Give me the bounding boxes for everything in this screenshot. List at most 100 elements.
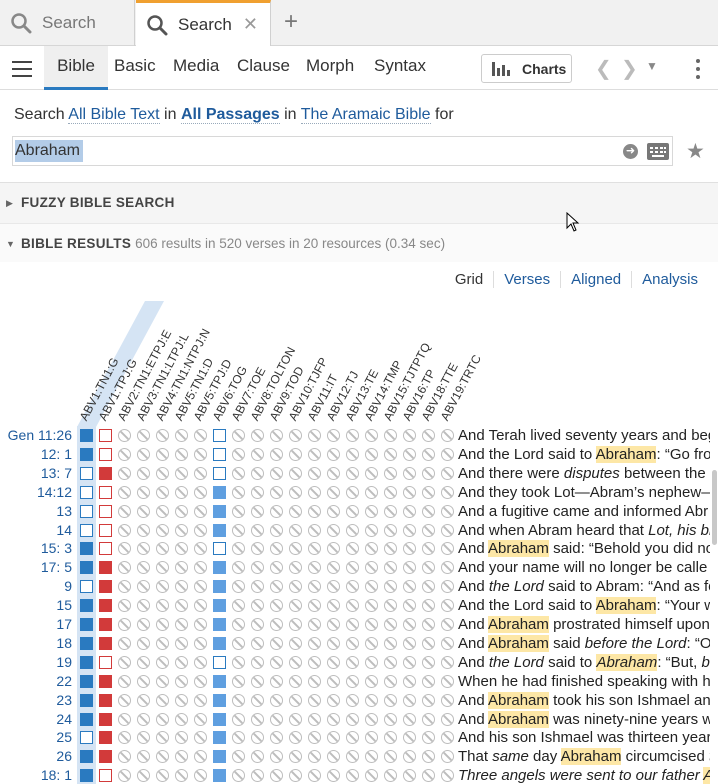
result-cell[interactable]: [80, 750, 93, 764]
result-cell[interactable]: [99, 429, 112, 442]
result-cell[interactable]: [80, 485, 93, 499]
result-cell[interactable]: [80, 674, 93, 688]
result-cell[interactable]: [99, 769, 112, 783]
verse-text[interactable]: And Abraham took his son Ishmael and: [458, 691, 710, 710]
result-cell[interactable]: [213, 693, 226, 707]
resource-link[interactable]: The Aramaic Bible: [300, 106, 431, 124]
verse-text[interactable]: And the Lord said to Abram: “And as fo: [458, 577, 710, 596]
view-verses[interactable]: Verses: [493, 271, 560, 288]
result-cell[interactable]: [80, 712, 93, 726]
result-cell[interactable]: [99, 523, 112, 537]
verse-reference[interactable]: 17: 5: [40, 559, 72, 576]
result-cell[interactable]: [99, 618, 112, 631]
verse-text[interactable]: That same day Abraham circumcised t: [458, 747, 710, 766]
result-cell[interactable]: [80, 523, 93, 537]
result-cell[interactable]: [213, 523, 226, 537]
verse-reference[interactable]: 12: 1: [40, 445, 72, 462]
result-cell[interactable]: [99, 750, 112, 764]
verse-reference[interactable]: Gen 11:26: [7, 427, 72, 443]
table-row[interactable]: 22 When he had finished speaking with h: [0, 671, 718, 691]
result-cell[interactable]: [99, 693, 112, 707]
verse-text[interactable]: And Abraham said before the Lord: “Oh: [458, 634, 710, 653]
passages-link[interactable]: All Passages: [180, 106, 280, 124]
verse-reference[interactable]: 17: [56, 616, 72, 632]
result-cell[interactable]: [99, 636, 112, 650]
verse-text[interactable]: And the Lord said to Abraham: “Your w: [458, 596, 710, 615]
result-cell[interactable]: [213, 674, 226, 688]
verse-text[interactable]: And his son Ishmael was thirteen years: [458, 728, 710, 747]
result-cell[interactable]: [99, 731, 112, 745]
verse-reference[interactable]: 9: [64, 578, 72, 595]
results-section-header[interactable]: ▼ BIBLE RESULTS 606 results in 520 verses…: [0, 224, 718, 262]
result-cell[interactable]: [213, 429, 226, 442]
result-cell[interactable]: [213, 731, 226, 745]
verse-reference[interactable]: 24: [56, 710, 72, 727]
table-row[interactable]: 14:12 And they took Lot—Abram’s nephew—: [0, 482, 718, 502]
table-row[interactable]: 9 And the Lord said to Abram: “And as fo: [0, 577, 718, 597]
verse-text[interactable]: Three angels were sent to our father Ab: [458, 766, 710, 784]
back-arrow-icon[interactable]: ❮: [595, 58, 612, 80]
result-cell[interactable]: [99, 504, 112, 518]
charts-button[interactable]: Charts: [481, 54, 572, 83]
result-cell[interactable]: [80, 693, 93, 707]
result-cell[interactable]: [80, 580, 93, 594]
verse-reference[interactable]: 14:12: [36, 483, 72, 500]
verse-text[interactable]: And there were disputes between the h: [458, 464, 710, 483]
verse-text[interactable]: And the Lord said to Abraham: “But, be: [458, 653, 710, 672]
verse-text[interactable]: And Abraham was ninety-nine years w: [458, 710, 710, 729]
tab-clause[interactable]: Clause: [237, 56, 290, 75]
result-cell[interactable]: [99, 580, 112, 594]
table-row[interactable]: 18: 1 Three angels were sent to our fathe…: [0, 766, 718, 784]
verse-reference[interactable]: 18: 1: [40, 767, 72, 784]
verse-text[interactable]: And Terah lived seventy years and beg: [458, 426, 710, 445]
forward-arrow-icon[interactable]: ❯: [621, 58, 638, 80]
result-cell[interactable]: [99, 542, 112, 556]
result-cell[interactable]: [213, 580, 226, 594]
result-cell[interactable]: [213, 485, 226, 499]
table-row[interactable]: 13 And a fugitive came and informed Abr: [0, 501, 718, 521]
view-aligned[interactable]: Aligned: [560, 271, 631, 288]
verse-reference[interactable]: 18: [56, 634, 72, 651]
table-row[interactable]: 26 That same day Abraham circumcised t: [0, 747, 718, 767]
star-icon[interactable]: ★: [686, 140, 705, 163]
result-cell[interactable]: [213, 636, 226, 650]
verse-text[interactable]: And they took Lot—Abram’s nephew—: [458, 483, 710, 502]
tab-search-active[interactable]: Search ✕: [136, 0, 271, 47]
keyboard-icon[interactable]: [647, 143, 669, 160]
verse-text[interactable]: And when Abram heard that Lot, his br: [458, 521, 710, 540]
result-cell[interactable]: [213, 561, 226, 575]
result-cell[interactable]: [213, 599, 226, 613]
table-row[interactable]: 13: 7 And there were disputes between the…: [0, 463, 718, 483]
result-cell[interactable]: [80, 447, 93, 461]
verse-reference[interactable]: 26: [56, 748, 72, 765]
tab-basic[interactable]: Basic: [114, 56, 156, 75]
scrollbar[interactable]: [712, 470, 717, 545]
table-row[interactable]: 14 And when Abram heard that Lot, his br: [0, 520, 718, 540]
verse-reference[interactable]: 25: [56, 729, 72, 746]
result-cell[interactable]: [80, 466, 93, 480]
new-tab-button[interactable]: +: [284, 8, 299, 35]
table-row[interactable]: 23 And Abraham took his son Ishmael and: [0, 690, 718, 710]
verse-reference[interactable]: 23: [56, 691, 72, 708]
table-row[interactable]: Gen 11:26 And Terah lived seventy years a…: [0, 426, 718, 445]
verse-reference[interactable]: 14: [56, 521, 72, 538]
collapse-caret-icon[interactable]: ▼: [6, 239, 15, 249]
result-cell[interactable]: [99, 485, 112, 499]
table-row[interactable]: 18 And Abraham said before the Lord: “Oh: [0, 633, 718, 653]
result-cell[interactable]: [213, 655, 226, 669]
result-cell[interactable]: [99, 447, 112, 461]
table-row[interactable]: 17 And Abraham prostrated himself upon: [0, 615, 718, 634]
result-cell[interactable]: [213, 542, 226, 556]
table-row[interactable]: 12: 1 And the Lord said to Abraham: “Go f…: [0, 444, 718, 464]
result-cell[interactable]: [99, 599, 112, 613]
result-cell[interactable]: [213, 712, 226, 726]
verse-reference[interactable]: 13: [56, 502, 72, 519]
result-cell[interactable]: [80, 561, 93, 575]
result-cell[interactable]: [99, 712, 112, 726]
verse-reference[interactable]: 15: 3: [40, 540, 72, 557]
result-cell[interactable]: [80, 504, 93, 518]
verse-text[interactable]: And the Lord said to Abraham: “Go fro: [458, 445, 710, 464]
verse-text[interactable]: When he had finished speaking with h: [458, 672, 710, 691]
result-cell[interactable]: [80, 731, 93, 745]
view-analysis[interactable]: Analysis: [631, 271, 708, 288]
